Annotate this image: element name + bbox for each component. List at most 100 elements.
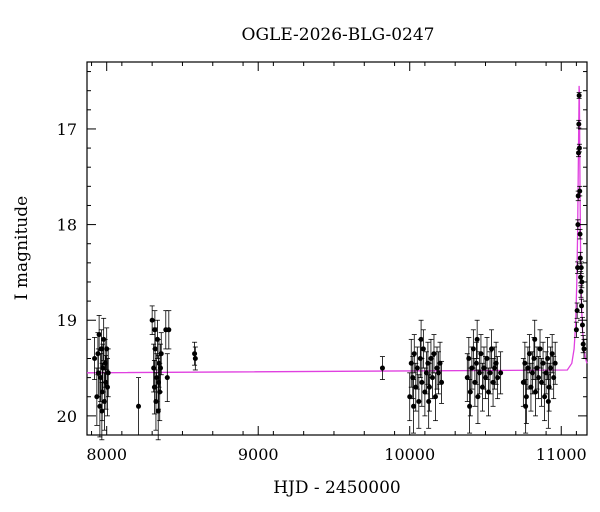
x-tick-label: 11000 — [536, 445, 587, 464]
data-marker — [419, 379, 425, 385]
data-marker — [439, 379, 445, 385]
x-axis-label: HJD - 2450000 — [273, 478, 401, 498]
data-point — [411, 379, 417, 434]
data-point — [523, 369, 529, 424]
data-point — [418, 319, 424, 359]
data-marker — [152, 327, 158, 333]
data-point — [474, 319, 480, 359]
data-marker — [545, 355, 551, 361]
data-point — [576, 92, 582, 99]
model-curve-layer — [86, 85, 588, 374]
data-point — [579, 298, 585, 313]
data-point — [573, 321, 579, 338]
data-point — [545, 374, 551, 429]
data-point — [411, 334, 417, 374]
data-marker — [158, 351, 164, 357]
data-marker — [475, 394, 481, 400]
data-marker — [426, 384, 432, 390]
data-marker — [532, 336, 538, 342]
data-marker — [523, 403, 529, 409]
data-point — [104, 358, 110, 417]
data-point — [192, 341, 198, 366]
data-point — [574, 302, 580, 319]
data-marker — [576, 145, 582, 151]
data-point — [467, 379, 473, 434]
data-marker — [164, 375, 170, 381]
data-marker — [484, 355, 490, 361]
x-tick-label: 8000 — [86, 445, 127, 464]
data-marker — [95, 370, 101, 376]
data-marker — [577, 188, 583, 194]
data-point — [487, 351, 493, 395]
data-marker — [105, 370, 111, 376]
data-point — [542, 372, 548, 422]
data-point — [158, 332, 164, 376]
data-marker — [578, 289, 584, 295]
data-point — [523, 379, 529, 434]
data-marker — [192, 351, 198, 357]
data-marker — [104, 384, 110, 390]
data-marker — [579, 322, 585, 328]
data-marker — [410, 375, 416, 381]
data-marker — [473, 360, 479, 366]
data-marker — [431, 351, 437, 357]
data-marker — [574, 308, 580, 314]
data-marker — [581, 346, 587, 352]
data-marker — [537, 346, 543, 352]
data-point — [532, 319, 538, 359]
data-point — [439, 360, 445, 404]
chart-title: OGLE-2026-BLG-0247 — [242, 25, 435, 45]
data-marker — [545, 399, 551, 405]
data-marker — [540, 360, 546, 366]
data-marker — [487, 370, 493, 376]
y-tick-label: 19 — [57, 311, 77, 330]
data-marker — [411, 403, 417, 409]
data-point — [379, 356, 385, 380]
data-marker — [192, 355, 198, 361]
data-point — [579, 275, 585, 289]
data-marker — [149, 317, 155, 323]
data-point — [410, 356, 416, 400]
data-marker — [466, 355, 472, 361]
data-point — [192, 346, 198, 371]
data-marker — [495, 375, 501, 381]
data-marker — [526, 351, 532, 357]
data-marker — [552, 360, 558, 366]
data-point — [470, 329, 476, 369]
data-point — [552, 341, 558, 385]
data-marker — [418, 336, 424, 342]
data-point — [549, 334, 555, 374]
y-tick-label: 18 — [57, 216, 77, 235]
data-point — [498, 351, 504, 395]
data-point — [579, 316, 585, 334]
data-marker — [522, 360, 528, 366]
x-tick-label: 10000 — [384, 445, 435, 464]
data-point — [576, 143, 582, 153]
y-tick-label: 17 — [57, 120, 77, 139]
data-marker — [154, 375, 160, 381]
data-marker — [166, 327, 172, 333]
axis-ticks-layer: 8000 9000 10000 11000 17 18 19 20 — [57, 62, 587, 464]
data-point — [473, 341, 479, 385]
data-marker — [426, 399, 432, 405]
data-marker — [578, 265, 584, 271]
data-marker — [498, 370, 504, 376]
data-marker — [156, 379, 162, 385]
data-point — [166, 310, 172, 350]
data-marker — [578, 274, 584, 280]
data-marker — [136, 403, 142, 409]
data-marker — [577, 231, 583, 237]
data-marker — [542, 394, 548, 400]
data-marker — [573, 327, 579, 333]
data-point — [495, 356, 501, 400]
data-point — [426, 374, 432, 429]
data-point — [407, 372, 413, 422]
data-marker — [467, 389, 473, 395]
data-marker — [432, 394, 438, 400]
data-point — [156, 355, 162, 410]
data-point — [522, 341, 528, 385]
data-marker — [576, 92, 582, 98]
data-marker — [97, 403, 103, 409]
data-marker — [416, 399, 422, 405]
